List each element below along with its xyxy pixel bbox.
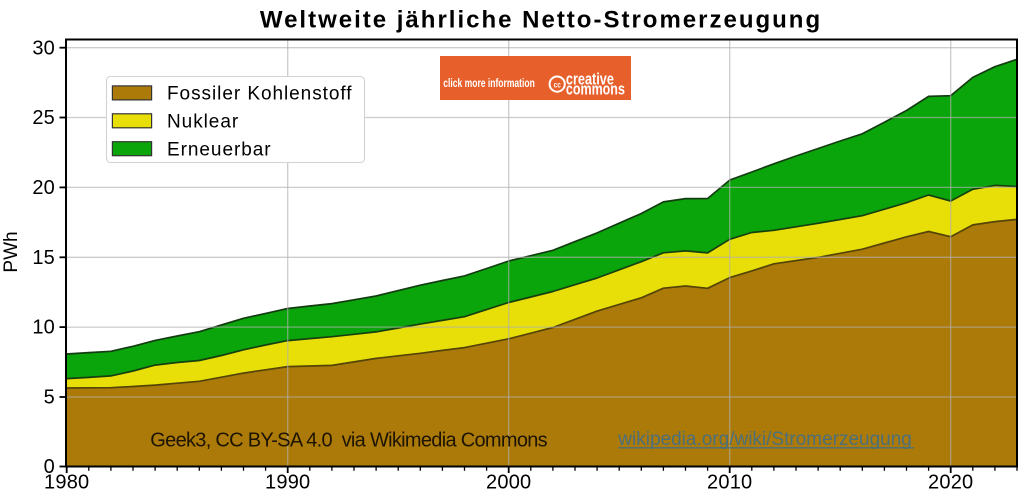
svg-text:1990: 1990	[265, 472, 310, 494]
svg-text:2000: 2000	[486, 472, 531, 494]
svg-text:creative: creative	[566, 70, 614, 88]
svg-text:25: 25	[32, 107, 55, 129]
svg-text:Geek3, CC BY-SA 4.0 via Wikim: Geek3, CC BY-SA 4.0 via Wikimedia Common…	[150, 430, 547, 452]
svg-text:1980: 1980	[44, 472, 89, 494]
svg-text:wikipedia.org/wiki/Stromerzeug: wikipedia.org/wiki/Stromerzeugung	[617, 429, 912, 450]
svg-text:Weltweite jährliche Netto-Stro: Weltweite jährliche Netto-Stromerzeugung	[260, 7, 822, 34]
svg-text:commons: commons	[566, 81, 625, 99]
svg-text:cc: cc	[554, 79, 561, 89]
svg-text:5: 5	[44, 387, 55, 409]
svg-text:15: 15	[32, 247, 55, 269]
svg-text:PWh: PWh	[1, 231, 22, 272]
svg-text:Nuklear: Nuklear	[167, 112, 239, 133]
svg-text:0: 0	[44, 456, 55, 478]
svg-text:10: 10	[32, 317, 55, 339]
svg-text:2010: 2010	[707, 472, 752, 494]
svg-text:click more information: click more information	[443, 78, 535, 90]
svg-text:Fossiler Kohlenstoff: Fossiler Kohlenstoff	[167, 84, 353, 105]
svg-text:2020: 2020	[928, 472, 973, 494]
svg-text:30: 30	[32, 37, 55, 59]
svg-text:Erneuerbar: Erneuerbar	[167, 140, 272, 161]
svg-text:20: 20	[32, 177, 55, 199]
